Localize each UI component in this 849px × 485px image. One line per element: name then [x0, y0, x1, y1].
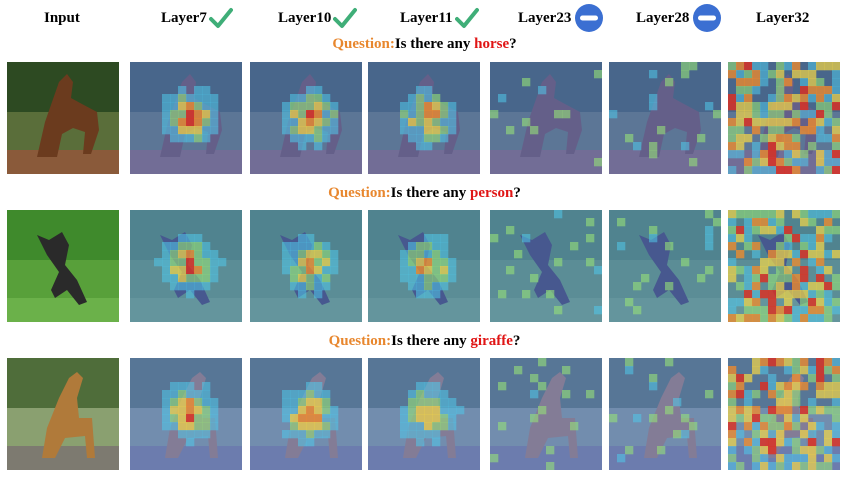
attention-map-layer23-horse: [490, 62, 602, 174]
column-header-layer32: Layer32: [756, 5, 809, 31]
question-label: Question:: [332, 36, 395, 52]
attention-map-layer28-horse: [609, 62, 721, 174]
question-label: Question:: [328, 185, 391, 201]
column-label: Layer7: [161, 9, 207, 26]
attention-map-layer11-person: [368, 210, 480, 322]
column-label: Layer11: [400, 9, 453, 26]
question-suffix: ?: [512, 333, 521, 349]
attention-map-layer23-person: [490, 210, 602, 322]
attention-map-layer11-giraffe: [368, 358, 480, 470]
question-row-1: Question:Is there any horse?: [0, 35, 849, 53]
question-row-2: Question:Is there any person?: [0, 184, 849, 202]
check-icon: [454, 8, 479, 28]
column-label: Layer32: [756, 9, 810, 26]
question-text: Is there any: [394, 36, 475, 52]
question-object: giraffe: [470, 333, 513, 349]
column-header-layer10: Layer10: [278, 5, 358, 31]
question-suffix: ?: [513, 185, 521, 201]
minus-circle-icon: [575, 4, 604, 32]
attention-map-layer32-horse: [728, 62, 840, 174]
check-icon: [333, 8, 358, 28]
attention-map-layer10-giraffe: [250, 358, 362, 470]
attention-map-layer28-giraffe: [609, 358, 721, 470]
input-image-horse: [7, 62, 119, 174]
column-label: Layer10: [278, 9, 332, 26]
column-label: Input: [44, 9, 80, 26]
question-label: Question:: [328, 333, 392, 349]
attention-map-layer28-person: [609, 210, 721, 322]
attention-map-layer23-giraffe: [490, 358, 602, 470]
attention-map-layer32-giraffe: [728, 358, 840, 470]
question-object: person: [469, 185, 514, 201]
attention-map-layer32-person: [728, 210, 840, 322]
column-header-layer23: Layer23: [518, 4, 604, 32]
input-image-person: [7, 210, 119, 322]
attention-map-layer10-horse: [250, 62, 362, 174]
column-header-layer7: Layer7: [161, 5, 233, 31]
question-suffix: ?: [509, 36, 517, 52]
question-text: Is there any: [390, 185, 470, 201]
question-row-3: Question:Is there any giraffe?: [0, 332, 849, 350]
attention-map-layer11-horse: [368, 62, 480, 174]
attention-map-layer7-horse: [130, 62, 242, 174]
attention-map-layer7-giraffe: [130, 358, 242, 470]
attention-map-layer10-person: [250, 210, 362, 322]
column-header-layer11: Layer11: [400, 5, 479, 31]
minus-circle-icon: [693, 4, 722, 32]
column-label: Layer28: [636, 9, 690, 26]
check-icon: [208, 8, 233, 28]
column-header-layer28: Layer28: [636, 4, 722, 32]
input-image-giraffe: [7, 358, 119, 470]
attention-map-layer7-person: [130, 210, 242, 322]
question-object: horse: [474, 36, 510, 52]
question-text: Is there any: [391, 333, 471, 349]
column-label: Layer23: [518, 9, 572, 26]
column-header-input: Input: [44, 5, 80, 31]
